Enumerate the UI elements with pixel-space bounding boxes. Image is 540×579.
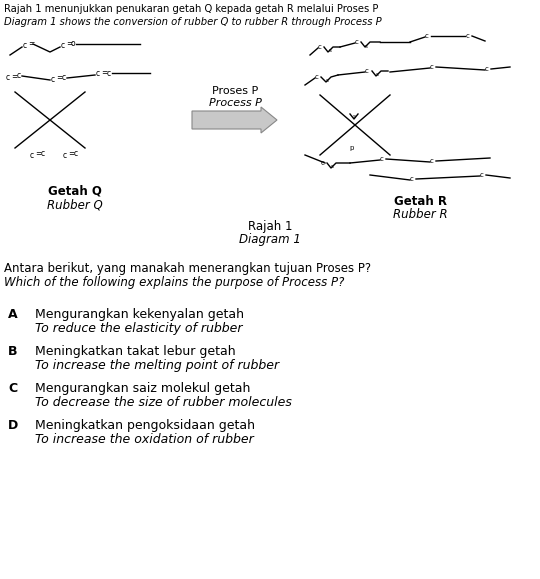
Text: c: c (321, 160, 325, 166)
Text: Meningkatkan pengoksidaan getah: Meningkatkan pengoksidaan getah (35, 419, 255, 432)
Text: c: c (63, 151, 67, 159)
Text: Rubber Q: Rubber Q (47, 198, 103, 211)
Text: To increase the melting point of rubber: To increase the melting point of rubber (35, 359, 279, 372)
Text: =: = (28, 39, 34, 49)
Text: =: = (101, 68, 107, 78)
Text: C: C (8, 382, 17, 395)
Text: =: = (68, 149, 74, 159)
Text: =: = (66, 39, 72, 49)
Text: Proses P: Proses P (212, 86, 258, 96)
Text: Rubber R: Rubber R (393, 208, 447, 221)
Text: Which of the following explains the purpose of Process P?: Which of the following explains the purp… (4, 276, 345, 289)
Text: Getah Q: Getah Q (48, 185, 102, 198)
Text: Mengurangkan saiz molekul getah: Mengurangkan saiz molekul getah (35, 382, 251, 395)
Text: s: s (353, 113, 356, 119)
Text: c: c (365, 68, 369, 74)
Text: Getah R: Getah R (394, 195, 447, 208)
Text: =: = (56, 74, 62, 82)
Text: c: c (466, 33, 470, 39)
Text: s: s (364, 43, 367, 49)
Text: c: c (430, 64, 434, 70)
Text: =: = (11, 72, 17, 82)
Text: c: c (480, 172, 484, 178)
Text: o: o (71, 39, 75, 49)
Text: Meningkatkan takat lebur getah: Meningkatkan takat lebur getah (35, 345, 235, 358)
Text: To increase the oxidation of rubber: To increase the oxidation of rubber (35, 433, 254, 446)
Text: c: c (30, 151, 34, 159)
Text: Antara berikut, yang manakah menerangkan tujuan Proses P?: Antara berikut, yang manakah menerangkan… (4, 262, 371, 275)
Text: c: c (51, 75, 55, 83)
Text: s: s (328, 47, 332, 53)
Text: Mengurangkan kekenyalan getah: Mengurangkan kekenyalan getah (35, 308, 244, 321)
Text: c: c (41, 149, 45, 159)
Text: Process P: Process P (208, 98, 261, 108)
Text: To reduce the elasticity of rubber: To reduce the elasticity of rubber (35, 322, 242, 335)
Text: s: s (330, 163, 333, 168)
Text: s: s (326, 78, 328, 82)
Text: c: c (315, 74, 319, 80)
Text: c: c (6, 74, 10, 82)
Text: Rajah 1 menunjukkan penukaran getah Q kepada getah R melalui Proses P: Rajah 1 menunjukkan penukaran getah Q ke… (4, 4, 379, 14)
Text: Diagram 1: Diagram 1 (239, 233, 301, 246)
Text: c: c (62, 74, 66, 82)
Text: c: c (74, 149, 78, 159)
Text: s: s (375, 71, 379, 76)
Text: c: c (430, 158, 434, 164)
Text: =: = (35, 149, 41, 159)
Text: c: c (380, 156, 384, 162)
Text: To decrease the size of rubber molecules: To decrease the size of rubber molecules (35, 396, 292, 409)
Text: c: c (485, 66, 489, 72)
Text: D: D (8, 419, 18, 432)
Text: c: c (410, 176, 414, 182)
Text: Rajah 1: Rajah 1 (248, 220, 292, 233)
Text: p: p (350, 145, 354, 151)
Text: Diagram 1 shows the conversion of rubber Q to rubber R through Process P: Diagram 1 shows the conversion of rubber… (4, 17, 382, 27)
FancyArrow shape (192, 107, 277, 133)
Text: c: c (107, 68, 111, 78)
Text: c: c (61, 41, 65, 49)
Text: c: c (318, 44, 322, 50)
Text: c: c (23, 41, 27, 49)
Text: c: c (355, 39, 359, 45)
Text: B: B (8, 345, 17, 358)
Text: c: c (425, 33, 429, 39)
Text: c: c (17, 71, 21, 80)
Text: A: A (8, 308, 18, 321)
Text: c: c (96, 69, 100, 79)
